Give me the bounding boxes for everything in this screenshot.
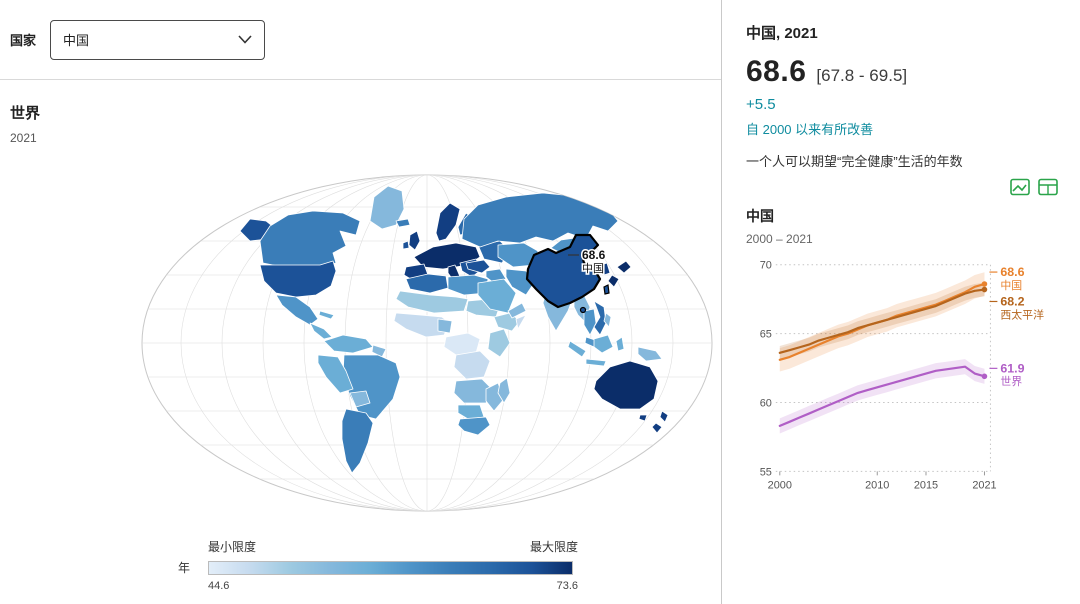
country-new-zealand-north	[659, 410, 669, 423]
country-south-africa	[457, 416, 491, 436]
map-legend: 最小限度 最大限度 年 44.6 73.6	[178, 538, 578, 592]
svg-text:68.2: 68.2	[1000, 294, 1024, 308]
export-image-button[interactable]	[1010, 178, 1030, 196]
world-map[interactable]: 68.6 中国	[138, 171, 718, 523]
country-taiwan	[603, 284, 610, 295]
map-annotation: 68.6 中国	[568, 247, 607, 277]
country-sumatra	[567, 340, 587, 358]
indicator-value: 68.6	[746, 55, 807, 88]
svg-text:2021: 2021	[972, 479, 996, 491]
svg-text:61.9: 61.9	[1000, 361, 1024, 375]
country-new-zealand-south	[651, 422, 663, 434]
country-usa	[259, 260, 337, 298]
map-year: 2021	[10, 131, 37, 145]
country-tasmania	[638, 414, 648, 422]
country-japan-north	[616, 260, 632, 274]
svg-text:2000: 2000	[768, 479, 792, 491]
country-select[interactable]: 中国	[50, 19, 266, 60]
map-title: 世界	[10, 105, 41, 122]
svg-text:世界: 世界	[1000, 375, 1022, 388]
detail-panel: 中国, 2021 68.6 [67.8 - 69.5] +5.5 自 2000 …	[721, 0, 1080, 604]
country-kenya-tanzania	[487, 328, 511, 358]
country-nigeria	[437, 318, 453, 334]
country-china	[525, 233, 602, 309]
country-congo	[453, 350, 491, 380]
country-scandinavia	[435, 202, 461, 242]
svg-text:2015: 2015	[914, 479, 938, 491]
country-sulawesi	[615, 336, 625, 352]
map-section: 世界 2021	[0, 80, 721, 592]
country-philippines	[603, 312, 612, 328]
country-borneo	[593, 334, 614, 354]
country-somalia	[515, 314, 527, 330]
svg-text:65: 65	[760, 329, 772, 341]
change-note: 自 2000 以来有所改善	[746, 122, 874, 137]
legend-max-value: 73.6	[556, 580, 578, 592]
country-yemen-oman	[507, 302, 527, 319]
chart-title: 中国	[746, 208, 774, 224]
china-highlight[interactable]	[525, 233, 610, 314]
svg-text:西太平洋: 西太平洋	[1000, 307, 1044, 321]
country-russia	[461, 192, 619, 248]
map-annotation-value: 68.6	[582, 248, 606, 262]
country-iceland	[395, 218, 411, 228]
country-argentina-chile	[341, 408, 374, 474]
country-greenland	[369, 185, 405, 230]
country-mexico	[275, 294, 319, 326]
country-label: 国家	[10, 33, 37, 48]
svg-text:中国: 中国	[1000, 279, 1022, 292]
image-icon	[1010, 178, 1030, 196]
table-icon	[1038, 178, 1058, 196]
indicator-description: 一个人可以期望“完全健康”生活的年数	[746, 154, 963, 169]
legend-unit-label: 年	[178, 561, 191, 575]
country-ireland	[402, 240, 410, 250]
panel-title: 中国, 2021	[746, 25, 818, 42]
country-korea	[600, 262, 611, 276]
change-value: +5.5	[746, 96, 776, 113]
country-madagascar	[497, 377, 511, 404]
export-data-button[interactable]	[1038, 178, 1058, 196]
country-thailand	[583, 308, 597, 336]
legend-min-label: 最小限度	[208, 540, 257, 554]
chart-range: 2000 – 2021	[746, 232, 813, 246]
svg-text:68.6: 68.6	[1000, 265, 1024, 279]
legend-max-label: 最大限度	[529, 540, 578, 554]
country-central-america	[309, 322, 333, 340]
country-australia	[593, 360, 659, 410]
country-vietnam	[593, 300, 607, 336]
country-angola-zambia	[453, 378, 493, 404]
svg-text:70: 70	[760, 260, 772, 272]
country-new-guinea	[637, 346, 663, 362]
country-java	[585, 358, 607, 367]
country-cuba	[318, 310, 335, 320]
country-uk	[408, 230, 421, 251]
country-hainan	[579, 306, 587, 314]
map-annotation-label: 中国	[582, 262, 604, 275]
country-turkey	[465, 259, 491, 274]
svg-text:55: 55	[760, 466, 772, 478]
country-toolbar: 国家 中国	[0, 0, 721, 80]
uncertainty-interval: [67.8 - 69.5]	[816, 66, 908, 85]
country-japan-south	[607, 274, 620, 288]
country-select-value: 中国	[63, 33, 90, 48]
svg-text:2010: 2010	[865, 479, 889, 491]
export-toolbar	[746, 178, 1058, 198]
country-west-africa	[393, 312, 451, 338]
country-saudi-arabia	[477, 278, 517, 314]
legend-min-value: 44.6	[208, 580, 230, 592]
country-bolivia	[349, 390, 371, 408]
country-sahel	[395, 290, 469, 314]
map-container: 68.6 中国	[138, 171, 721, 528]
main-area: 国家 中国 世界 2021	[0, 0, 721, 592]
svg-text:60: 60	[760, 397, 772, 409]
chevron-down-icon	[238, 35, 252, 44]
country-peru	[317, 354, 354, 394]
legend-gradient-bar	[208, 560, 573, 575]
